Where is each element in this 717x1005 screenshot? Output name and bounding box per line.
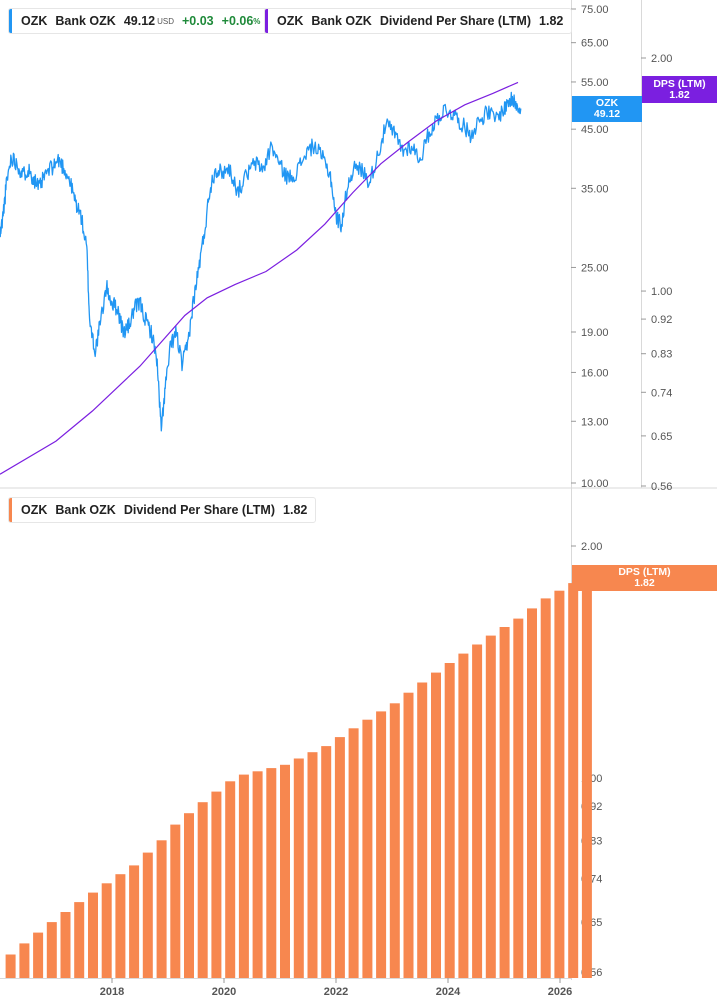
legend-dps-bottom-color <box>9 498 12 522</box>
dps-bar <box>60 912 71 978</box>
dps-axis-label: 0.56 <box>651 481 672 493</box>
legend-price-currency: USD <box>157 16 174 26</box>
legend-price-pct-symbol: % <box>253 16 261 26</box>
price-axis-label: 25.00 <box>581 262 609 274</box>
dps-bar <box>307 752 318 978</box>
legend-dps-top-ticker: OZK <box>277 14 304 28</box>
legend-dps-bottom-metric: Dividend Per Share (LTM) <box>123 503 276 517</box>
dps-bar <box>458 653 469 978</box>
legend-dps-top-value: 1.82 <box>539 14 564 28</box>
dps-bar <box>513 618 524 978</box>
dps-bar <box>211 791 222 978</box>
dps-tag-bottom-value: 1.82 <box>634 577 655 589</box>
price-axis-label: 10.00 <box>581 478 609 490</box>
dps-bar <box>568 583 579 978</box>
dps-bar <box>293 758 304 978</box>
dps-bar <box>485 635 496 978</box>
price-axis-label: 16.00 <box>581 367 609 379</box>
dps-tag-bottom: DPS (LTM) 1.82 <box>572 565 717 591</box>
time-axis-label: 2018 <box>100 986 124 998</box>
dps-bar <box>280 764 290 978</box>
dps-bar <box>238 774 249 978</box>
legend-dps-top-color <box>265 9 268 33</box>
time-axis-label: 2020 <box>212 986 236 998</box>
legend-dps-bottom-name: Bank OZK <box>55 503 116 517</box>
price-axis-label: 35.00 <box>581 183 609 195</box>
dps-bar <box>581 577 592 978</box>
price-axis-label: 65.00 <box>581 38 609 50</box>
legend-dps-bottom[interactable]: OZK Bank OZK Dividend Per Share (LTM) 1.… <box>8 497 317 523</box>
legend-price-change-pct: +0.06 <box>221 14 254 28</box>
time-axis-label: 2022 <box>324 986 348 998</box>
legend-price-ticker: OZK <box>21 14 48 28</box>
dps-bar <box>46 922 57 978</box>
time-axis-label: 2026 <box>548 986 572 998</box>
dps-bar <box>266 768 277 978</box>
dps-bar <box>33 932 44 978</box>
price-axis-label: 19.00 <box>581 327 609 339</box>
dps-bar <box>129 865 140 978</box>
price-axis-label: 13.00 <box>581 416 609 428</box>
dps-bar <box>101 883 112 978</box>
dps-bar <box>88 892 98 978</box>
dps-bar <box>472 644 483 978</box>
dps-axis-label: 0.65 <box>651 431 672 443</box>
dps-bar <box>170 824 181 978</box>
dps-bar <box>142 852 153 978</box>
bar-axis-label: 2.00 <box>581 541 602 553</box>
dps-bar <box>362 719 373 978</box>
dps-bar <box>348 728 359 978</box>
time-axis-label: 2024 <box>436 986 461 998</box>
dps-bar <box>115 874 126 978</box>
dps-bar <box>225 781 236 978</box>
legend-dps-bottom-value: 1.82 <box>283 503 308 517</box>
price-line <box>0 91 522 432</box>
dps-tag-top: DPS (LTM) 1.82 <box>642 76 717 103</box>
dps-axis-label: 0.83 <box>651 349 672 361</box>
legend-price-value: 49.12 <box>123 14 156 28</box>
legend-dps-bottom-ticker: OZK <box>21 503 48 517</box>
dps-tag-bottom-label: DPS (LTM) <box>618 566 671 578</box>
dps-bar <box>431 672 441 978</box>
legend-price[interactable]: OZK Bank OZK 49.12 USD +0.03 +0.06 % <box>8 8 278 34</box>
dps-bar <box>334 737 345 978</box>
dps-bar <box>252 771 263 978</box>
price-tag-value: 49.12 <box>593 108 621 120</box>
dps-bar <box>417 682 428 978</box>
dps-bar <box>321 746 332 978</box>
dps-bar <box>74 902 85 978</box>
dps-line <box>0 81 519 475</box>
dps-bar <box>197 802 208 978</box>
dps-axis-label: 2.00 <box>651 53 672 65</box>
dps-bar <box>540 598 551 978</box>
dps-axis-label: 1.00 <box>651 286 672 298</box>
legend-price-name: Bank OZK <box>55 14 116 28</box>
legend-dps-top-metric: Dividend Per Share (LTM) <box>379 14 532 28</box>
price-axis-label: 55.00 <box>581 77 609 89</box>
legend-dps-top[interactable]: OZK Bank OZK Dividend Per Share (LTM) 1.… <box>264 8 573 34</box>
dps-tag-top-label: DPS (LTM) <box>653 78 706 90</box>
dps-bar <box>499 627 510 978</box>
price-tag: OZK 49.12 <box>572 96 642 122</box>
dps-bar <box>156 840 167 978</box>
dps-bar <box>19 943 30 978</box>
dps-bar <box>554 590 565 978</box>
dps-axis-label: 0.74 <box>651 387 672 399</box>
dps-bar <box>527 608 537 978</box>
dps-bar <box>389 703 400 978</box>
price-axis-label: 45.00 <box>581 124 609 136</box>
price-axis-label: 75.00 <box>581 4 609 16</box>
price-tag-label: OZK <box>595 97 619 109</box>
dps-bar <box>5 954 16 978</box>
dps-bar <box>444 663 455 978</box>
dps-axis-label: 0.92 <box>651 314 672 326</box>
legend-price-color <box>9 9 12 33</box>
dps-tag-top-value: 1.82 <box>669 89 690 101</box>
dps-bar <box>403 692 414 978</box>
legend-dps-top-name: Bank OZK <box>311 14 372 28</box>
legend-price-change: +0.03 <box>182 14 214 28</box>
dps-bar <box>184 813 194 978</box>
dps-bar <box>376 711 387 978</box>
